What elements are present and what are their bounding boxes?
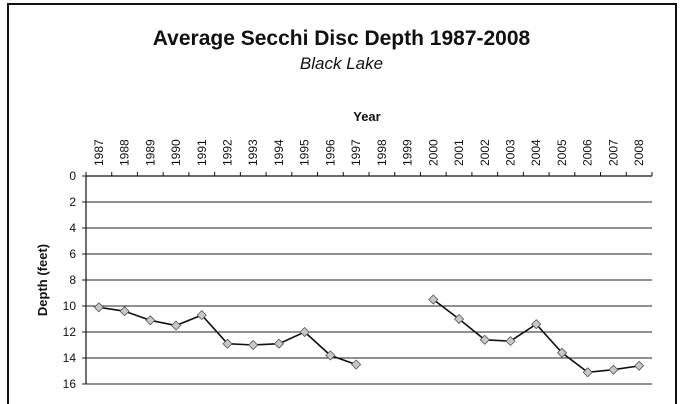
data-point — [634, 360, 645, 371]
y-tick-label: 6 — [69, 247, 76, 261]
x-tick-label: 2002 — [478, 139, 492, 166]
data-point — [222, 338, 233, 349]
axes — [82, 172, 653, 385]
data-point — [299, 326, 310, 338]
data-point — [453, 313, 465, 325]
x-tick-label: 2001 — [452, 139, 466, 166]
chart-frame — [7, 3, 677, 404]
y-tick-label: 14 — [63, 351, 77, 365]
gridlines — [86, 201, 652, 385]
data-point — [479, 334, 490, 345]
x-tick-label: 1993 — [246, 139, 260, 166]
y-axis-label: Depth (feet) — [35, 244, 50, 316]
data-point — [351, 359, 362, 370]
chart-subtitle: Black Lake — [299, 54, 384, 73]
x-tick-label: 1991 — [195, 139, 209, 166]
data-point — [273, 338, 285, 349]
x-axis-label: Year — [353, 109, 380, 124]
x-tick-label: 1987 — [92, 139, 106, 166]
series-lines — [98, 298, 640, 374]
data-point — [119, 306, 130, 317]
series-line-segment — [432, 298, 640, 374]
series-line-segment — [98, 306, 357, 366]
data-point — [556, 347, 568, 358]
x-tick-label: 1988 — [118, 139, 132, 166]
x-tick-label: 1996 — [323, 139, 337, 166]
y-tick-label: 8 — [69, 273, 76, 287]
x-tick-label: 1997 — [349, 139, 363, 166]
data-point — [170, 320, 182, 331]
data-point — [93, 302, 104, 313]
x-tick-label: 2000 — [426, 139, 440, 166]
x-tick-label: 1990 — [169, 139, 183, 166]
x-tick-label: 1995 — [298, 139, 312, 166]
data-point — [145, 315, 156, 326]
data-point — [196, 310, 207, 321]
data-point — [608, 364, 619, 375]
x-tick-label: 2007 — [606, 139, 620, 166]
x-tick-label: 2006 — [581, 139, 595, 166]
x-tick-label: 2004 — [529, 139, 543, 166]
y-tick-label: 4 — [69, 221, 76, 235]
x-tick-label: 1999 — [401, 139, 415, 166]
data-point — [582, 367, 593, 378]
x-tick-label: 2003 — [504, 139, 518, 166]
x-tick-label: 1994 — [272, 139, 286, 166]
y-tick-label: 10 — [63, 299, 77, 313]
data-point — [505, 336, 516, 347]
x-tick-label: 1992 — [221, 139, 235, 166]
data-point — [428, 294, 439, 305]
y-tick-labels: 0 2 4 6 8 10 12 14 16 — [63, 169, 77, 391]
x-tick-label: 1998 — [375, 139, 389, 166]
x-tick-label: 1989 — [143, 139, 157, 166]
y-tick-label: 12 — [63, 325, 77, 339]
x-tick-labels: 1987 1988 1989 1990 1991 1992 1993 1994 1995 1996… — [92, 139, 646, 166]
series-points — [93, 294, 645, 378]
x-tick-label: 2008 — [632, 139, 646, 166]
data-point — [531, 319, 542, 330]
y-tick-label: 2 — [69, 195, 76, 209]
chart-title: Average Secchi Disc Depth 1987-2008 — [152, 27, 531, 50]
x-tick-label: 2005 — [555, 139, 569, 166]
data-point — [248, 339, 259, 351]
data-point — [325, 350, 336, 361]
y-tick-label: 0 — [69, 169, 76, 183]
y-tick-label: 16 — [63, 377, 77, 391]
